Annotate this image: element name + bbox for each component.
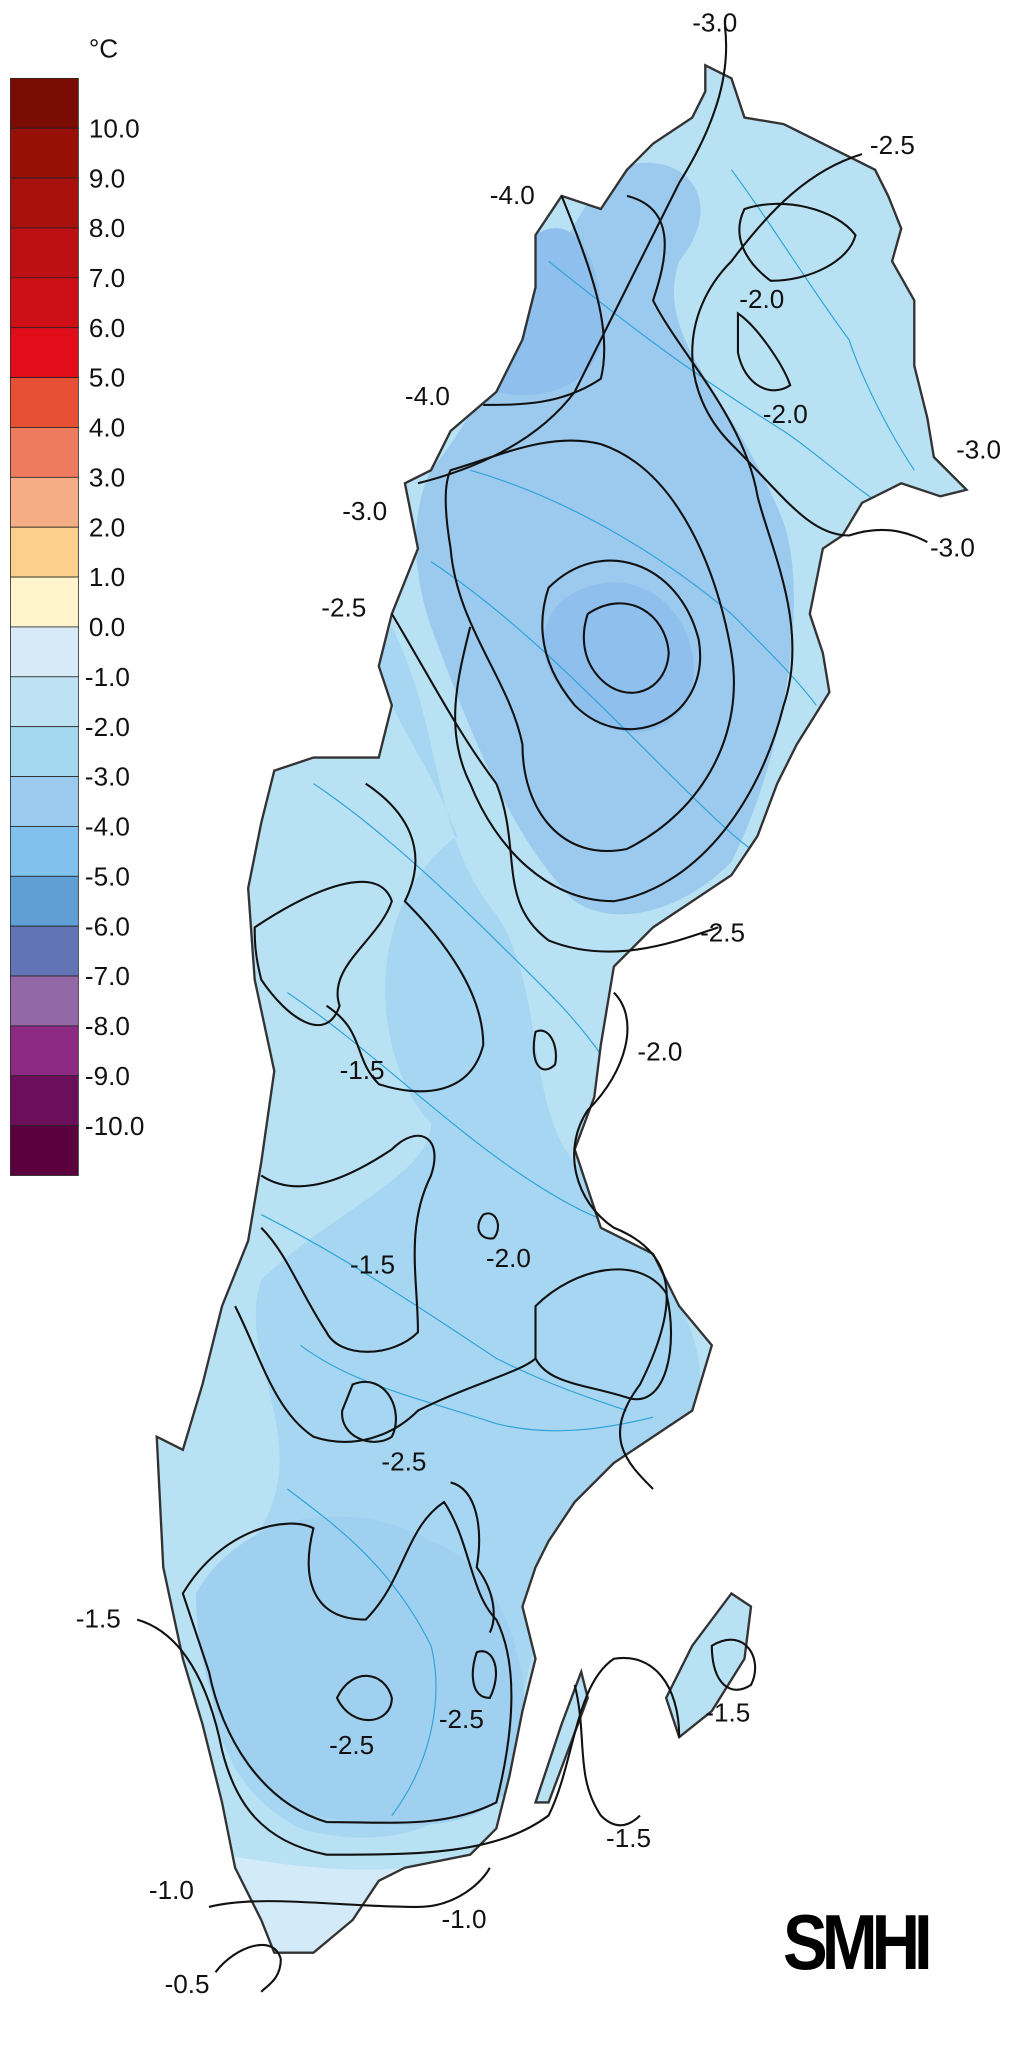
- legend-label: 1.0: [89, 562, 125, 592]
- contour-label: -2.5: [329, 1730, 374, 1760]
- legend-label: 5.0: [89, 363, 125, 393]
- legend-label: 10.0: [89, 113, 140, 143]
- anomaly-zone-coldest: [492, 228, 694, 733]
- anomaly-zone-south: [195, 1516, 526, 1826]
- contour-label: -1.5: [606, 1823, 651, 1853]
- legend-label: 4.0: [89, 413, 125, 443]
- contour-label: -3.0: [930, 532, 975, 562]
- legend-label: -6.0: [85, 911, 130, 941]
- legend-swatch: [10, 1075, 79, 1127]
- legend-swatch: [10, 77, 79, 129]
- legend-label: -9.0: [85, 1061, 130, 1091]
- legend-label: 8.0: [89, 213, 125, 243]
- contour-label: -0.5: [165, 1969, 210, 1999]
- legend-swatch: [10, 576, 79, 628]
- legend-swatch: [10, 626, 79, 678]
- contour-label: -1.5: [340, 1055, 385, 1085]
- legend-label: -3.0: [85, 762, 130, 792]
- legend-label: 2.0: [89, 512, 125, 542]
- legend-label: -8.0: [85, 1011, 130, 1041]
- legend-label: -2.0: [85, 712, 130, 742]
- isotherm-contours: [136, 25, 928, 1993]
- legend-swatch: [10, 127, 79, 179]
- smhi-logo: SMHI: [783, 1898, 933, 1986]
- legend-swatch: [10, 726, 79, 777]
- legend-label: -7.0: [85, 961, 130, 991]
- legend-label: -5.0: [85, 861, 130, 891]
- legend-unit: °C: [89, 33, 118, 63]
- legend-label: 3.0: [89, 462, 125, 492]
- legend-swatch: [10, 427, 79, 478]
- legend-swatch: [10, 875, 79, 927]
- contour-label: -1.5: [76, 1603, 121, 1633]
- contour-label: -2.5: [381, 1447, 426, 1477]
- contour-label: -1.0: [441, 1904, 486, 1934]
- contour-label: -2.0: [486, 1243, 531, 1273]
- legend-swatch: [10, 676, 79, 728]
- contour-label: -1.5: [350, 1249, 395, 1279]
- legend-swatch: [10, 526, 79, 578]
- south-tip-zone: [222, 1854, 471, 1953]
- color-legend: [10, 77, 79, 1176]
- legend-swatch: [10, 476, 79, 528]
- rivers-and-lakes: [260, 169, 915, 1816]
- legend-swatch: [10, 975, 79, 1027]
- legend-swatch: [10, 327, 79, 378]
- legend-label: -1.0: [85, 662, 130, 692]
- contour-label: -1.0: [149, 1875, 194, 1905]
- contour-label: -2.0: [763, 399, 808, 429]
- legend-label: 0.0: [89, 612, 125, 642]
- legend-swatch: [10, 776, 79, 827]
- contour-label: -4.0: [405, 381, 450, 411]
- contour-label: -2.0: [637, 1037, 682, 1067]
- legend-swatch: [10, 1025, 79, 1077]
- contour-label: -3.0: [956, 434, 1001, 464]
- legend-swatch: [10, 1125, 79, 1176]
- legend-swatch: [10, 277, 79, 329]
- legend-label: -4.0: [85, 812, 130, 842]
- legend-swatch: [10, 925, 79, 977]
- legend-label: 7.0: [89, 263, 125, 293]
- legend-label: 6.0: [89, 313, 125, 343]
- contour-label: -2.5: [700, 918, 745, 948]
- legend-swatch: [10, 826, 79, 877]
- contour-label: -1.5: [705, 1697, 750, 1727]
- contour-label: -3.0: [692, 7, 737, 37]
- legend-label: -10.0: [85, 1111, 145, 1141]
- contour-label: -2.5: [870, 130, 915, 160]
- legend-swatch: [10, 177, 79, 229]
- legend-swatch: [10, 227, 79, 279]
- legend-swatch: [10, 377, 79, 428]
- contour-label: -3.0: [342, 496, 387, 526]
- contour-label: -2.5: [321, 592, 366, 622]
- contour-label: -4.0: [490, 180, 535, 210]
- contour-labels: -3.0 -2.5 -4.0 -2.0 -2.0 -4.0 -3.0 -3.0 …: [76, 7, 1001, 1999]
- legend-label: 9.0: [89, 163, 125, 193]
- contour-label: -2.0: [739, 284, 784, 314]
- legend-labels: 10.0 9.0 8.0 7.0 6.0 5.0 4.0 3.0 2.0 1.0 0.0 -1.0 -2…: [85, 113, 145, 1140]
- contour-label: -2.5: [439, 1704, 484, 1734]
